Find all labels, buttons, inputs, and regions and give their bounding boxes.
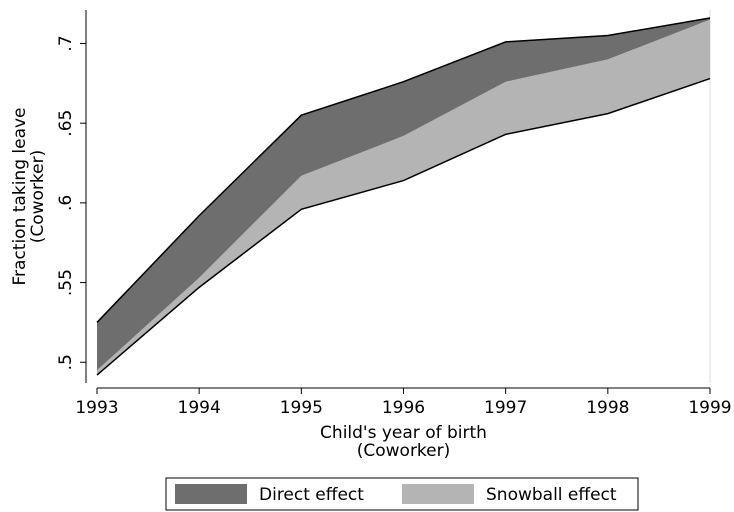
area-band xyxy=(97,17,710,371)
top-line xyxy=(96,17,711,323)
x-tick-label: 1997 xyxy=(484,398,527,418)
y-axis-title: (Coworker) xyxy=(28,150,48,244)
x-tick-label: 1999 xyxy=(688,398,731,418)
baseline-line xyxy=(96,77,711,376)
y-tick-label: .55 xyxy=(56,269,76,296)
x-tick-label: 1996 xyxy=(382,398,425,418)
legend-swatch xyxy=(402,484,474,504)
x-axis-title: (Coworker) xyxy=(357,441,451,461)
x-tick-label: 1998 xyxy=(586,398,629,418)
area-band xyxy=(97,19,710,376)
legend-label: Snowball effect xyxy=(486,485,617,505)
y-tick-label: .5 xyxy=(56,354,76,370)
x-tick-label: 1993 xyxy=(75,398,118,418)
x-tick-label: 1995 xyxy=(280,398,323,418)
y-tick-label: .65 xyxy=(56,110,76,137)
y-axis-title: Fraction taking leave xyxy=(10,107,30,285)
legend-label: Direct effect xyxy=(259,485,364,505)
legend-swatch xyxy=(175,484,247,504)
y-tick-label: .7 xyxy=(56,35,76,51)
x-axis-title: Child's year of birth xyxy=(320,423,487,443)
y-tick-label: .6 xyxy=(56,195,76,211)
x-tick-label: 1994 xyxy=(178,398,221,418)
